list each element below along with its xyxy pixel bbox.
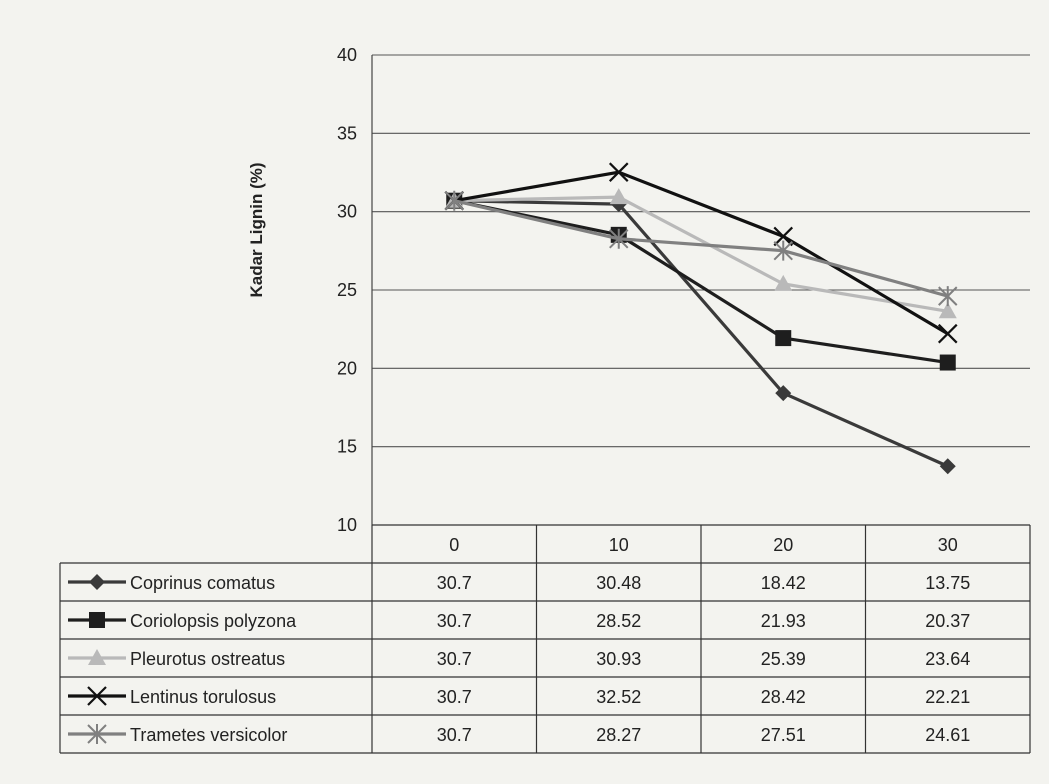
- legend-label: Lentinus torulosus: [130, 687, 276, 707]
- y-tick-label: 10: [337, 515, 357, 535]
- data-label: 30.7: [437, 649, 472, 669]
- x-tick-label: 20: [773, 535, 793, 555]
- y-tick-label: 40: [337, 45, 357, 65]
- series-line: [453, 199, 948, 365]
- data-label: 30.7: [437, 611, 472, 631]
- table-row: Lentinus torulosus 30.7 32.52 28.42 22.21: [68, 686, 970, 707]
- data-point-marker: [608, 162, 629, 182]
- data-point-marker: [773, 240, 793, 261]
- data-label: 30.48: [596, 573, 641, 593]
- data-label: 28.27: [596, 725, 641, 745]
- data-point-marker: [444, 190, 464, 211]
- y-tick-label: 15: [337, 437, 357, 457]
- table-row: Trametes versicolor 30.7 28.27 27.51 24.61: [68, 724, 970, 745]
- series-lentinus-torulosus: [444, 162, 958, 344]
- data-label: 20.37: [925, 611, 970, 631]
- data-point-marker: [89, 612, 105, 628]
- data-label: 23.64: [925, 649, 970, 669]
- series-coriolopsis-polyzona: [446, 192, 956, 371]
- data-point-marker: [939, 354, 956, 371]
- data-point-marker: [773, 226, 794, 247]
- legend-label: Trametes versicolor: [130, 725, 287, 745]
- data-point-marker: [88, 649, 106, 665]
- gridlines: [372, 54, 1030, 448]
- legend-label: Coprinus comatus: [130, 573, 275, 593]
- data-label: 18.42: [761, 573, 806, 593]
- x-tick-label: 10: [609, 535, 629, 555]
- series-line: [453, 199, 949, 298]
- data-label: 30.7: [437, 573, 472, 593]
- x-tick-label: 0: [449, 535, 459, 555]
- data-point-marker: [775, 330, 792, 347]
- data-point-marker: [939, 458, 956, 475]
- data-label: 21.93: [761, 611, 806, 631]
- data-label: 13.75: [925, 573, 970, 593]
- x-tick-label: 30: [938, 535, 958, 555]
- data-point-marker: [89, 574, 105, 590]
- series-line: [453, 170, 949, 336]
- legend-label: Coriolopsis polyzona: [130, 611, 297, 631]
- data-point-marker: [87, 686, 107, 706]
- data-label: 28.42: [761, 687, 806, 707]
- axes: 10 15 20 25 30 35 40: [337, 45, 373, 535]
- y-tick-label: 30: [337, 202, 357, 222]
- legend-label: Pleurotus ostreatus: [130, 649, 285, 669]
- data-table: 0 10 20 30 Coprinus comatus 30.7 30.48 18.42 13.…: [59, 524, 1031, 754]
- series-line: [454, 199, 949, 468]
- y-tick-label: 20: [337, 358, 357, 378]
- data-point-marker: [938, 286, 958, 307]
- data-label: 28.52: [596, 611, 641, 631]
- data-point-marker: [609, 188, 628, 205]
- data-label: 22.21: [925, 687, 970, 707]
- data-label: 30.7: [437, 725, 472, 745]
- data-label: 27.51: [761, 725, 806, 745]
- data-point-marker: [937, 323, 958, 344]
- data-label: 32.52: [596, 687, 641, 707]
- y-tick-label: 25: [337, 280, 357, 300]
- table-row: Coriolopsis polyzona 30.7 28.52 21.93 20.37: [68, 611, 970, 631]
- table-row: Pleurotus ostreatus 30.7 30.93 25.39 23.64: [68, 649, 970, 669]
- table-row: Coprinus comatus 30.7 30.48 18.42 13.75: [68, 573, 970, 593]
- series-coprinus-comatus: [446, 192, 956, 475]
- data-label: 30.93: [596, 649, 641, 669]
- data-label: 24.61: [925, 725, 970, 745]
- data-point-marker: [775, 385, 792, 402]
- series-lines: [444, 162, 958, 475]
- data-point-marker: [938, 302, 957, 319]
- series-line: [454, 195, 949, 313]
- data-point-marker: [774, 274, 793, 291]
- y-tick-label: 35: [337, 123, 357, 143]
- data-label: 30.7: [437, 687, 472, 707]
- data-point-marker: [87, 724, 107, 744]
- data-point-marker: [609, 228, 629, 249]
- series-trametes-versicolor: [444, 190, 958, 307]
- data-label: 25.39: [761, 649, 806, 669]
- y-axis-label: Kadar Lignin (%): [247, 162, 266, 297]
